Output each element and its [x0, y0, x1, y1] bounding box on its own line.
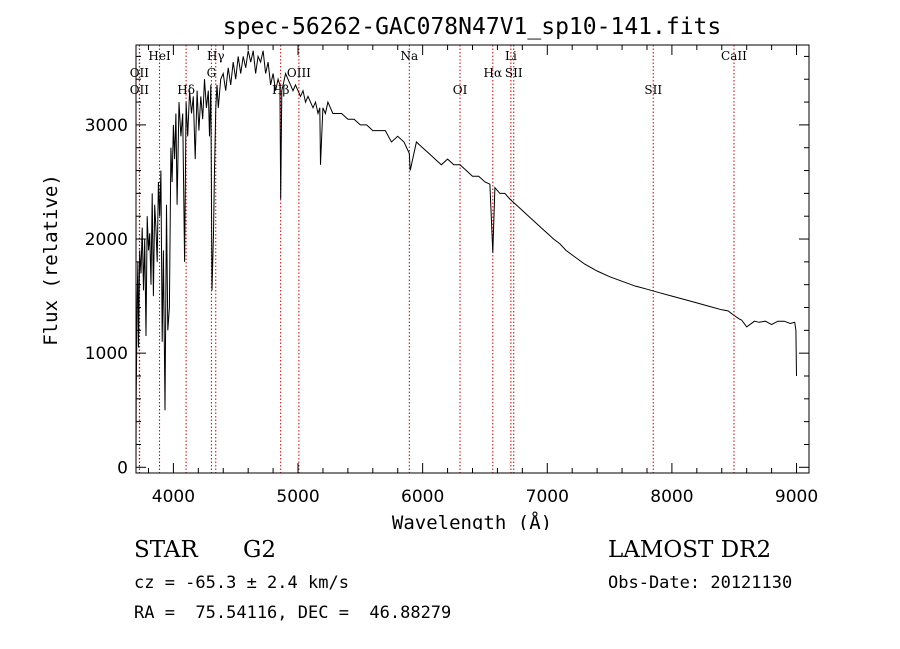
y-tick-label: 2000 — [85, 230, 128, 250]
object-subclass: G2 — [243, 537, 277, 563]
line-label: Hδ — [177, 83, 195, 97]
line-label: CaII — [721, 49, 747, 63]
y-axis-label: Flux (relative) — [40, 174, 62, 346]
line-label: OII — [130, 66, 150, 80]
line-label: SII — [644, 83, 662, 97]
plot-frame — [135, 44, 810, 474]
line-label: G — [207, 66, 217, 80]
redshift-velocity: cz = -65.3 ± 2.4 km/s — [134, 573, 349, 593]
coordinates: RA = 75.54116, DEC = 46.88279 — [134, 603, 452, 623]
line-label: HeI — [148, 49, 171, 63]
line-markers — [138, 45, 735, 473]
tick-labels: 4000 5000 6000 7000 8000 9000 0 1000 2000 3000 — [85, 116, 818, 507]
x-tick-label: 8000 — [650, 487, 693, 507]
x-tick-label: 5000 — [276, 487, 319, 507]
axis-ticks — [136, 45, 809, 473]
y-tick-label: 1000 — [85, 344, 128, 364]
line-label: OII — [130, 83, 150, 97]
line-label: Hγ — [207, 49, 225, 63]
y-tick-label: 3000 — [85, 116, 128, 136]
chart-title: spec-56262-GAC078N47V1_sp10-141.fits — [223, 14, 722, 40]
x-tick-label: 4000 — [152, 487, 195, 507]
line-label: Hα — [484, 66, 503, 80]
x-tick-label: 7000 — [526, 487, 569, 507]
x-tick-label: 6000 — [401, 487, 444, 507]
x-tick-label: 9000 — [775, 487, 818, 507]
line-label: OIII — [287, 66, 311, 80]
line-label: OI — [453, 83, 468, 97]
object-class: STAR — [134, 537, 198, 563]
spectrum-plot: spec-56262-GAC078N47V1_sp10-141.fits OII… — [40, 14, 818, 530]
survey-name: LAMOST DR2 — [608, 537, 772, 563]
observation-date: Obs-Date: 20121130 — [608, 573, 793, 593]
line-label: SII — [505, 66, 523, 80]
x-axis-label: Wavelength (Å) — [392, 511, 552, 530]
y-tick-label: 0 — [117, 458, 128, 478]
spectrum-line — [135, 50, 797, 462]
line-label: Li — [505, 49, 517, 63]
line-label: Na — [400, 49, 418, 63]
